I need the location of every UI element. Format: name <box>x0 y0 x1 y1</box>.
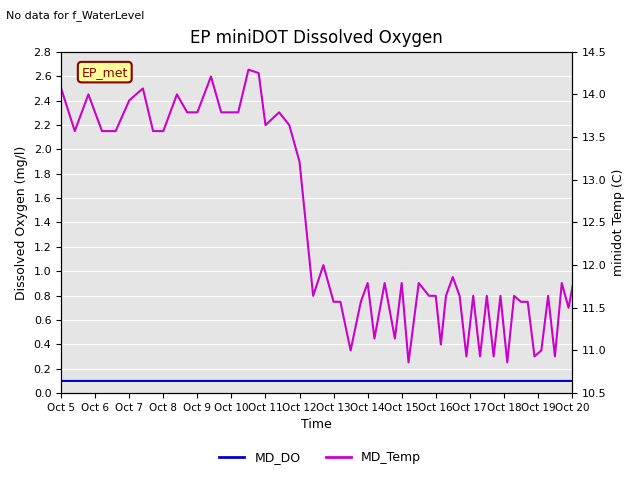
MD_Temp <box>58 85 65 91</box>
MD_DO <box>398 378 406 384</box>
MD_DO <box>193 378 201 384</box>
MD_DO <box>330 378 337 384</box>
MD_DO <box>595 378 603 384</box>
MD_DO <box>432 378 440 384</box>
MD_DO <box>534 378 541 384</box>
MD_DO <box>125 378 133 384</box>
MD_DO <box>58 378 65 384</box>
MD_DO <box>228 378 236 384</box>
Y-axis label: minidot Temp (C): minidot Temp (C) <box>612 169 625 276</box>
MD_DO <box>602 378 610 384</box>
Text: No data for f_WaterLevel: No data for f_WaterLevel <box>6 10 145 21</box>
X-axis label: Time: Time <box>301 419 332 432</box>
MD_DO <box>500 378 508 384</box>
MD_Temp <box>404 360 412 365</box>
MD_DO <box>364 378 371 384</box>
MD_DO <box>636 378 640 384</box>
Line: MD_Temp: MD_Temp <box>61 70 640 362</box>
MD_DO <box>600 378 608 384</box>
Text: EP_met: EP_met <box>81 66 128 79</box>
MD_DO <box>262 378 269 384</box>
MD_Temp <box>398 280 406 286</box>
MD_DO <box>568 378 576 384</box>
MD_DO <box>466 378 474 384</box>
MD_DO <box>159 378 167 384</box>
MD_DO <box>585 378 593 384</box>
MD_Temp <box>504 360 511 365</box>
Title: EP miniDOT Dissolved Oxygen: EP miniDOT Dissolved Oxygen <box>190 29 443 48</box>
MD_Temp <box>309 293 317 299</box>
MD_DO <box>449 378 456 384</box>
MD_DO <box>605 378 613 384</box>
Legend: MD_DO, MD_Temp: MD_DO, MD_Temp <box>214 446 426 469</box>
MD_Temp <box>285 122 293 128</box>
MD_DO <box>434 378 442 384</box>
MD_Temp <box>585 256 593 262</box>
Y-axis label: Dissolved Oxygen (mg/l): Dissolved Oxygen (mg/l) <box>15 145 28 300</box>
MD_Temp <box>415 280 422 286</box>
MD_Temp <box>244 67 252 72</box>
MD_DO <box>599 58 607 63</box>
MD_DO <box>597 378 605 384</box>
MD_DO <box>92 378 99 384</box>
MD_DO <box>296 378 303 384</box>
Line: MD_DO: MD_DO <box>61 60 640 381</box>
